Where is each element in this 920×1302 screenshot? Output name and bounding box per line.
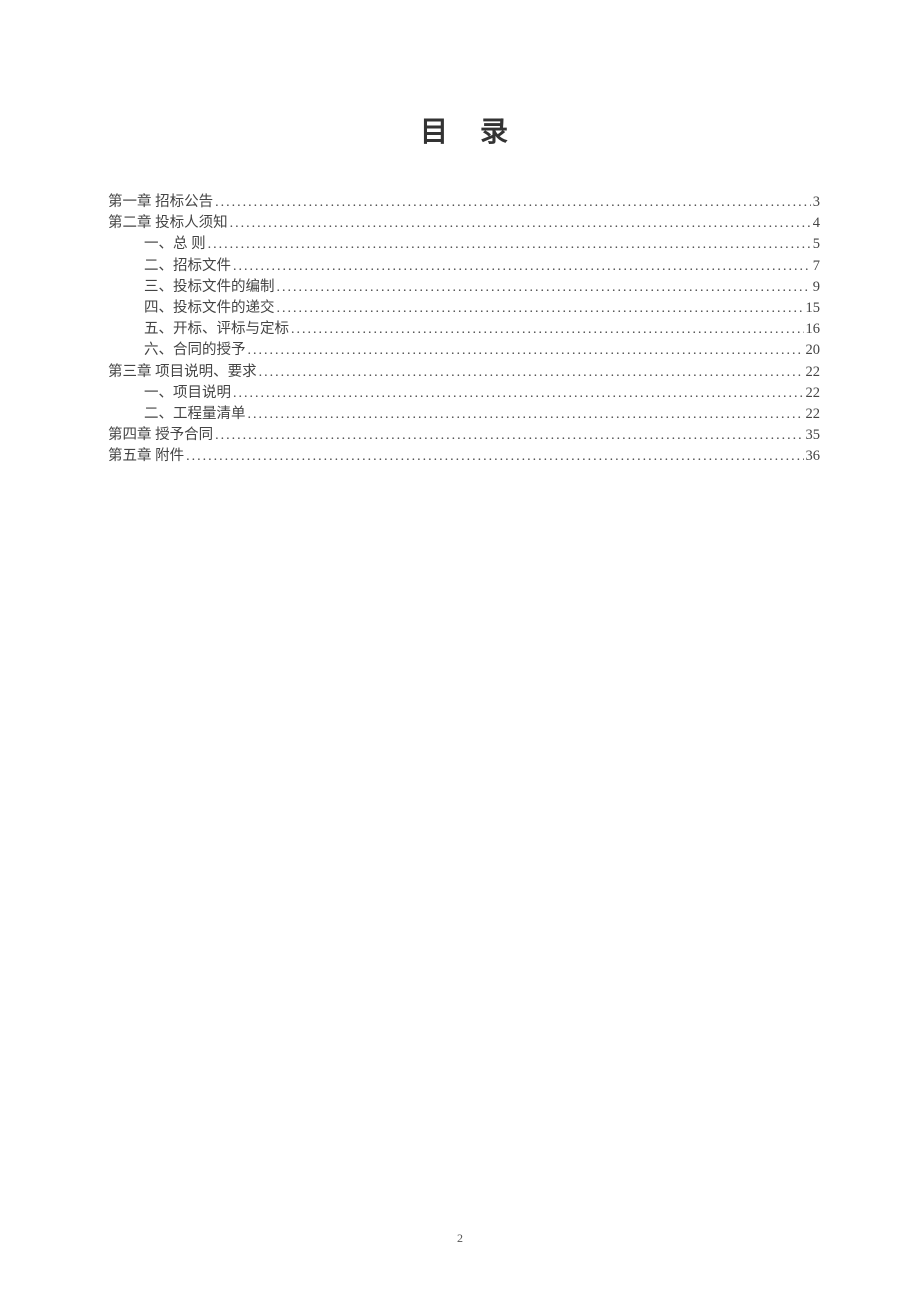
toc-page: 20 bbox=[806, 340, 821, 361]
toc-dots bbox=[259, 362, 804, 383]
toc-page: 36 bbox=[806, 446, 821, 467]
toc-entry: 二、工程量清单 22 bbox=[108, 404, 820, 425]
toc-label: 第五章 附件 bbox=[108, 446, 184, 467]
toc-page: 16 bbox=[806, 319, 821, 340]
toc-entry: 第四章 授予合同 35 bbox=[108, 425, 820, 446]
toc-dots bbox=[277, 298, 804, 319]
toc-label: 三、投标文件的编制 bbox=[144, 277, 275, 298]
toc-entry: 第五章 附件 36 bbox=[108, 446, 820, 467]
toc-page: 9 bbox=[813, 277, 820, 298]
toc-label: 二、招标文件 bbox=[144, 256, 231, 277]
toc-dots bbox=[248, 404, 804, 425]
toc-page: 4 bbox=[813, 213, 820, 234]
toc-page: 22 bbox=[806, 362, 821, 383]
toc-entry: 二、招标文件 7 bbox=[108, 256, 820, 277]
toc-dots bbox=[208, 234, 811, 255]
toc-page: 7 bbox=[813, 256, 820, 277]
toc-label: 二、工程量清单 bbox=[144, 404, 246, 425]
toc-page: 15 bbox=[806, 298, 821, 319]
page-content: 目录 第一章 招标公告 3 第二章 投标人须知 4 一、总 则 5 二、招标文件… bbox=[0, 0, 920, 468]
toc-dots bbox=[277, 277, 811, 298]
toc-dots bbox=[215, 425, 803, 446]
toc-dots bbox=[230, 213, 811, 234]
toc-label: 一、项目说明 bbox=[144, 383, 231, 404]
toc-dots bbox=[215, 192, 811, 213]
toc-dots bbox=[233, 256, 811, 277]
toc-entry: 一、总 则 5 bbox=[108, 234, 820, 255]
toc-dots bbox=[233, 383, 804, 404]
toc-entry: 三、投标文件的编制 9 bbox=[108, 277, 820, 298]
toc-title: 目录 bbox=[108, 110, 820, 150]
toc-label: 一、总 则 bbox=[144, 234, 206, 255]
toc-label: 第四章 授予合同 bbox=[108, 425, 213, 446]
toc-entry: 六、合同的授予 20 bbox=[108, 340, 820, 361]
toc-page: 35 bbox=[806, 425, 821, 446]
toc-page: 5 bbox=[813, 234, 820, 255]
toc-dots bbox=[248, 340, 804, 361]
toc-entry: 五、开标、评标与定标 16 bbox=[108, 319, 820, 340]
toc-entry: 第三章 项目说明、要求 22 bbox=[108, 362, 820, 383]
toc-page: 22 bbox=[806, 404, 821, 425]
toc-dots bbox=[186, 446, 803, 467]
toc-label: 第三章 项目说明、要求 bbox=[108, 362, 257, 383]
toc-entry: 一、项目说明 22 bbox=[108, 383, 820, 404]
toc-label: 第一章 招标公告 bbox=[108, 192, 213, 213]
toc-entry: 四、投标文件的递交 15 bbox=[108, 298, 820, 319]
toc-label: 五、开标、评标与定标 bbox=[144, 319, 289, 340]
toc-page: 22 bbox=[806, 383, 821, 404]
toc-dots bbox=[291, 319, 804, 340]
toc-label: 四、投标文件的递交 bbox=[144, 298, 275, 319]
toc-label: 第二章 投标人须知 bbox=[108, 213, 228, 234]
toc-page: 3 bbox=[813, 192, 820, 213]
toc-label: 六、合同的授予 bbox=[144, 340, 246, 361]
toc-entry: 第二章 投标人须知 4 bbox=[108, 213, 820, 234]
page-number: 2 bbox=[0, 1231, 920, 1246]
toc-entry: 第一章 招标公告 3 bbox=[108, 192, 820, 213]
toc-list: 第一章 招标公告 3 第二章 投标人须知 4 一、总 则 5 二、招标文件 7 … bbox=[108, 192, 820, 468]
